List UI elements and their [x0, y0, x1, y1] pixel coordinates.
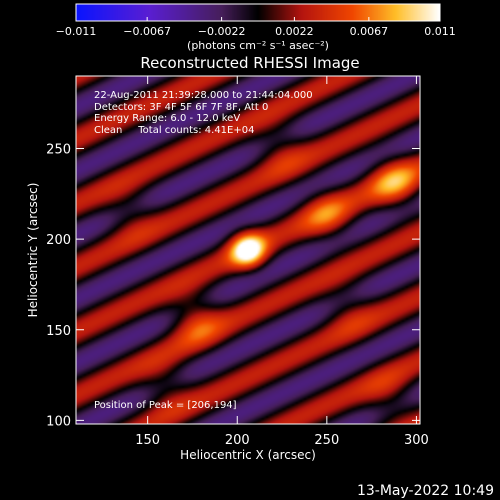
chart-title: Reconstructed RHESSI Image — [140, 54, 359, 72]
colorbar-unit-label: (photons cm⁻² s⁻¹ asec⁻²) — [187, 39, 329, 52]
x-axis-label: Heliocentric X (arcsec) — [180, 448, 316, 462]
colorbar-gradient — [76, 4, 440, 21]
x-tick-label: 250 — [314, 433, 339, 448]
colorbar-tick-label: 0.011 — [424, 25, 456, 38]
y-tick-label: 100 — [46, 414, 71, 429]
x-tick-label: 300 — [404, 433, 429, 448]
annotation-clean: Clean Total counts: 4.41E+04 — [94, 125, 254, 136]
colorbar-tick-label: 0.0022 — [275, 25, 314, 38]
annotation-block: 22-Aug-2011 21:39:28.000 to 21:44:04.000… — [94, 90, 313, 136]
axis-ticks: 150 200 250 300 100 150 200 250 — [46, 76, 429, 448]
colorbar-tick-label: −0.011 — [56, 25, 97, 38]
plot-frame — [75, 75, 421, 425]
annotation-energy: Energy Range: 6.0 - 12.0 keV — [94, 113, 240, 124]
colorbar-tick-label: 0.0067 — [350, 25, 389, 38]
x-tick-label: 150 — [135, 433, 160, 448]
y-tick-label: 150 — [46, 324, 71, 339]
peak-position-label: Position of Peak = [206,194] — [94, 400, 237, 411]
footer-timestamp: 13-May-2022 10:49 — [357, 483, 494, 499]
heatmap-image — [76, 76, 420, 424]
colorbar-tick-label: −0.0022 — [198, 25, 246, 38]
annotation-detectors: Detectors: 3F 4F 5F 6F 7F 8F, Att 0 — [94, 102, 268, 113]
colorbar-frame — [75, 3, 441, 22]
y-tick-label: 200 — [46, 233, 71, 248]
x-tick-label: 200 — [225, 433, 250, 448]
colorbar-tick-label: −0.0067 — [123, 25, 171, 38]
colorbar-ticks: −0.011 −0.0067 −0.0022 0.0022 0.0067 0.011 — [56, 17, 456, 38]
annotation-time: 22-Aug-2011 21:39:28.000 to 21:44:04.000 — [94, 90, 313, 101]
y-tick-label: 250 — [46, 143, 71, 158]
y-axis-label: Heliocentric Y (arcsec) — [26, 183, 40, 318]
